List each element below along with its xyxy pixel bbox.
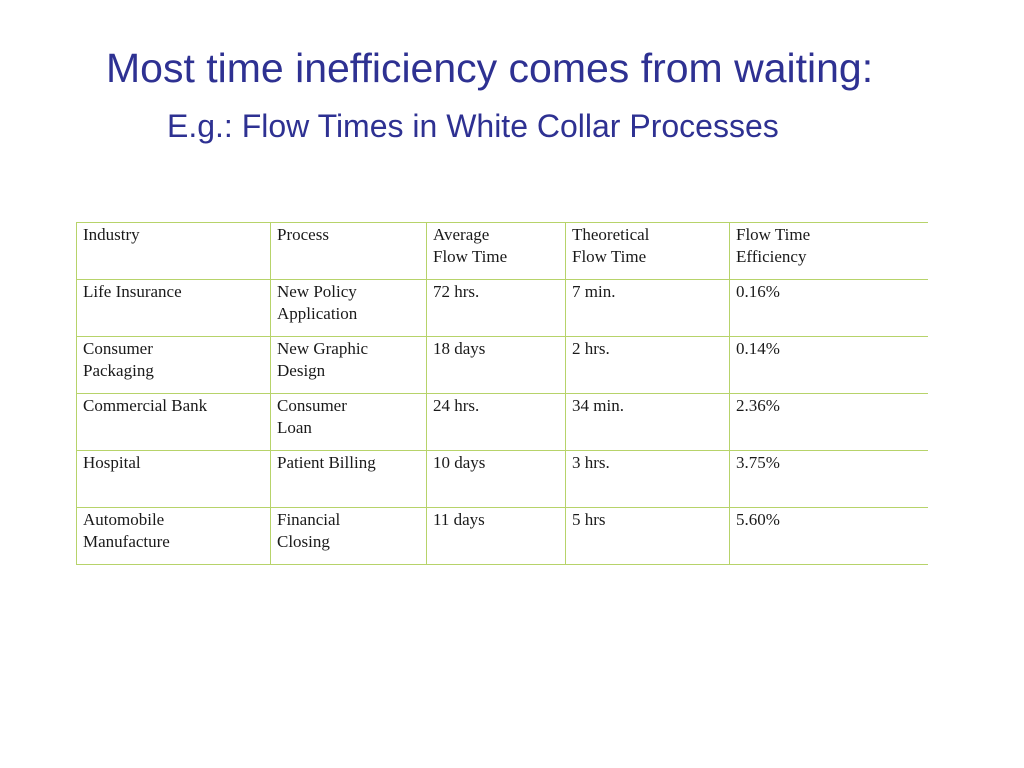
table-cell: New Graphic Design [270,336,427,394]
cell-text-line: 5 hrs [572,510,606,529]
cell-text-line: Loan [277,418,312,437]
cell-text-line: 3 hrs. [572,453,610,472]
cell-text-line: 34 min. [572,396,624,415]
table-cell: 24 hrs. [426,393,566,451]
cell-text-line: 0.14% [736,339,780,358]
flow-time-table: Industry Process Average Flow Time Theoretic… [76,222,928,565]
cell-text-line: Design [277,361,326,380]
cell-text-line: Flow Time [572,247,647,266]
table-cell: 7 min. [565,279,730,337]
table-cell: 2 hrs. [565,336,730,394]
cell-text-line: New Graphic [277,339,369,358]
table-row: Hospital Patient Billing 10 days 3 hrs. 3.75… [76,450,928,508]
table-cell: 34 min. [565,393,730,451]
table-cell: 11 days [426,507,566,565]
cell-text-line: Application [277,304,358,323]
table-cell: 10 days [426,450,566,508]
table-row: Life Insurance New Policy Application 72 hr… [76,279,928,337]
table-cell: Hospital [76,450,271,508]
table-cell: 5.60% [729,507,928,565]
table-cell: 18 days [426,336,566,394]
table-cell: 72 hrs. [426,279,566,337]
table-cell: 2.36% [729,393,928,451]
cell-text-line: 11 days [433,510,485,529]
cell-text-line: Flow Time [736,225,811,244]
cell-text-line: 18 days [433,339,486,358]
table-row: Automobile Manufacture Financial Closing 11 … [76,507,928,565]
cell-text-line: Theoretical [572,225,650,244]
cell-text-line: 72 hrs. [433,282,480,301]
cell-text-line: Automobile [83,510,165,529]
table-row: Consumer Packaging New Graphic Design 18 day… [76,336,928,394]
cell-text-line: Consumer [83,339,153,358]
cell-text-line: Process [277,225,329,244]
slide-subtitle: E.g.: Flow Times in White Collar Process… [167,108,779,144]
table-header-cell: Industry [76,222,271,280]
slide-title: Most time inefficiency comes from waitin… [106,45,874,91]
table-cell: Financial Closing [270,507,427,565]
table-cell: Consumer Packaging [76,336,271,394]
table-cell: Patient Billing [270,450,427,508]
table-header-cell: Flow Time Efficiency [729,222,928,280]
cell-text-line: Efficiency [736,247,807,266]
cell-text-line: 0.16% [736,282,780,301]
cell-text-line: Packaging [83,361,154,380]
cell-text-line: Patient Billing [277,453,376,472]
cell-text-line: Flow Time [433,247,508,266]
table-cell: 5 hrs [565,507,730,565]
flow-time-table-body: Industry Process Average Flow Time Theoretic… [76,222,928,565]
table-row: Commercial Bank Consumer Loan 24 hrs. 34 min… [76,393,928,451]
cell-text-line: 7 min. [572,282,616,301]
table-cell: Life Insurance [76,279,271,337]
table-header-cell: Theoretical Flow Time [565,222,730,280]
cell-text-line: 10 days [433,453,486,472]
table-cell: 3 hrs. [565,450,730,508]
table-cell: Commercial Bank [76,393,271,451]
cell-text-line: Hospital [83,453,141,472]
cell-text-line: Consumer [277,396,347,415]
cell-text-line: Commercial Bank [83,396,208,415]
cell-text-line: New Policy [277,282,357,301]
table-header-cell: Average Flow Time [426,222,566,280]
cell-text-line: 24 hrs. [433,396,480,415]
cell-text-line: 3.75% [736,453,780,472]
table-cell: Consumer Loan [270,393,427,451]
cell-text-line: 2 hrs. [572,339,610,358]
table-cell: 0.16% [729,279,928,337]
cell-text-line: 5.60% [736,510,780,529]
table-cell: 0.14% [729,336,928,394]
cell-text-line: Financial [277,510,341,529]
table-cell: Automobile Manufacture [76,507,271,565]
cell-text-line: Industry [83,225,140,244]
cell-text-line: 2.36% [736,396,780,415]
table-cell: New Policy Application [270,279,427,337]
cell-text-line: Average [433,225,490,244]
cell-text-line: Closing [277,532,330,551]
table-cell: 3.75% [729,450,928,508]
cell-text-line: Manufacture [83,532,170,551]
table-header-row: Industry Process Average Flow Time Theoretic… [76,222,928,280]
cell-text-line: Life Insurance [83,282,182,301]
table-header-cell: Process [270,222,427,280]
